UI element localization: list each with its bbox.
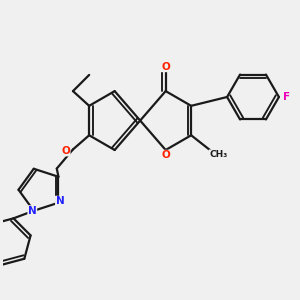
Text: N: N xyxy=(56,196,64,206)
Text: O: O xyxy=(161,62,170,72)
Text: F: F xyxy=(283,92,290,102)
Text: O: O xyxy=(161,150,170,160)
Text: N: N xyxy=(28,206,37,216)
Text: O: O xyxy=(61,146,70,156)
Text: CH₃: CH₃ xyxy=(209,150,227,159)
